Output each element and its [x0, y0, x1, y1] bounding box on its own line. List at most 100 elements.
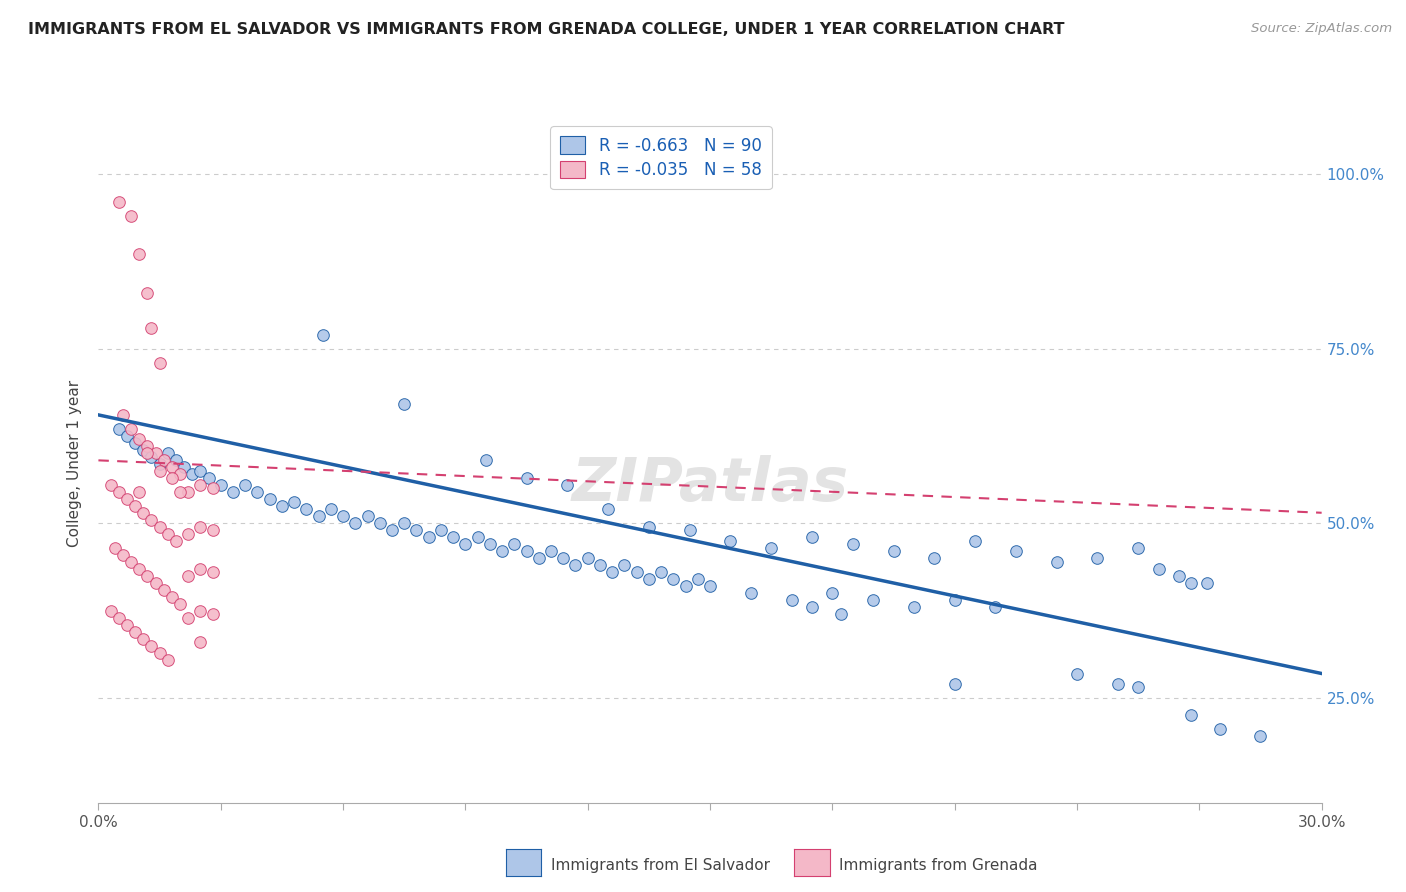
Point — [780, 593, 803, 607]
Point — [1209, 723, 1232, 737]
Point — [540, 544, 562, 558]
Point — [100, 604, 122, 618]
Point — [108, 422, 131, 436]
Y-axis label: College, Under 1 year: College, Under 1 year — [67, 380, 83, 548]
Point — [503, 537, 526, 551]
Point — [553, 551, 575, 566]
Point — [145, 446, 167, 460]
Point — [441, 530, 464, 544]
Point — [418, 530, 440, 544]
Point — [679, 523, 702, 537]
Point — [801, 600, 824, 615]
Point — [516, 471, 538, 485]
Point — [124, 435, 146, 450]
Point — [1197, 575, 1219, 590]
Point — [984, 600, 1007, 615]
Point — [124, 624, 146, 639]
Point — [201, 565, 224, 579]
Text: ZIPatlas: ZIPatlas — [571, 455, 849, 514]
Point — [128, 562, 150, 576]
Point — [686, 572, 709, 586]
Point — [165, 533, 187, 548]
Point — [169, 467, 191, 482]
Point — [120, 422, 142, 436]
Point — [801, 530, 824, 544]
Point — [115, 491, 138, 506]
Point — [156, 446, 179, 460]
Point — [922, 551, 945, 566]
Point — [197, 471, 219, 485]
Point — [201, 481, 224, 495]
Point — [675, 579, 697, 593]
Point — [1085, 551, 1108, 566]
Point — [188, 478, 212, 492]
Point — [246, 484, 269, 499]
Point — [165, 453, 187, 467]
Point — [111, 408, 134, 422]
Point — [160, 471, 183, 485]
Point — [120, 555, 142, 569]
Point — [761, 541, 783, 555]
Point — [862, 593, 884, 607]
Point — [152, 453, 174, 467]
Point — [1249, 730, 1271, 744]
Point — [720, 533, 742, 548]
Point — [478, 537, 501, 551]
Point — [132, 506, 155, 520]
Point — [108, 610, 131, 624]
Point — [381, 523, 404, 537]
Point — [136, 568, 159, 582]
Point — [589, 558, 612, 573]
Point — [516, 544, 538, 558]
Point — [173, 460, 195, 475]
Point — [598, 502, 620, 516]
Point — [149, 355, 172, 369]
Point — [201, 523, 224, 537]
Point — [1004, 544, 1026, 558]
Point — [943, 593, 966, 607]
Point — [160, 460, 183, 475]
Point — [141, 320, 163, 334]
Point — [177, 484, 200, 499]
Point — [209, 478, 232, 492]
Point — [100, 478, 122, 492]
Point — [149, 457, 172, 471]
Point — [332, 509, 354, 524]
Point — [1107, 677, 1129, 691]
Text: Immigrants from Grenada: Immigrants from Grenada — [839, 858, 1038, 872]
Point — [308, 509, 330, 524]
Point — [491, 544, 513, 558]
Point — [156, 526, 179, 541]
Point — [188, 562, 212, 576]
Point — [201, 607, 224, 621]
Legend: R = -0.663   N = 90, R = -0.035   N = 58: R = -0.663 N = 90, R = -0.035 N = 58 — [551, 127, 772, 189]
Point — [115, 429, 138, 443]
Point — [638, 572, 661, 586]
Point — [120, 209, 142, 223]
Point — [576, 551, 599, 566]
Text: IMMIGRANTS FROM EL SALVADOR VS IMMIGRANTS FROM GRENADA COLLEGE, UNDER 1 YEAR COR: IMMIGRANTS FROM EL SALVADOR VS IMMIGRANT… — [28, 22, 1064, 37]
Point — [821, 586, 844, 600]
Point — [883, 544, 905, 558]
Point — [467, 530, 489, 544]
Point — [600, 565, 623, 579]
Point — [830, 607, 852, 621]
Point — [650, 565, 672, 579]
Point — [638, 520, 661, 534]
Point — [177, 526, 200, 541]
Point — [270, 499, 294, 513]
Point — [188, 635, 212, 649]
Point — [368, 516, 391, 531]
Point — [181, 467, 204, 482]
Point — [104, 541, 127, 555]
Point — [188, 604, 212, 618]
Point — [1128, 681, 1150, 695]
Point — [1167, 568, 1189, 582]
Point — [169, 597, 191, 611]
Point — [392, 516, 416, 531]
Point — [222, 484, 245, 499]
Point — [169, 484, 191, 499]
Point — [141, 513, 163, 527]
Point — [312, 327, 335, 342]
Point — [156, 652, 179, 666]
